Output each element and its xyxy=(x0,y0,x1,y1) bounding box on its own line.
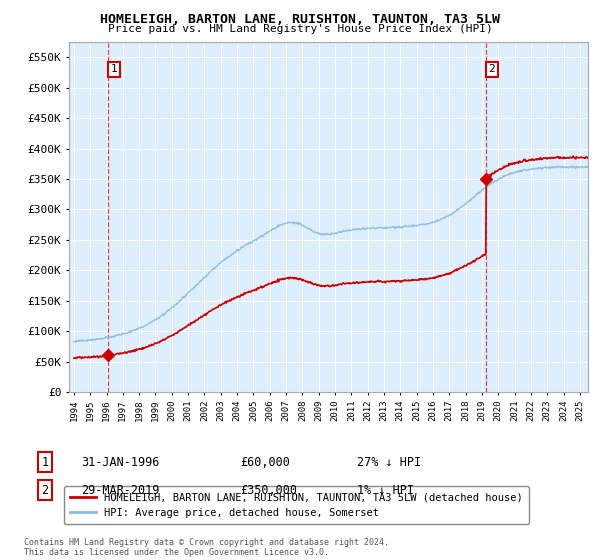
Text: 31-JAN-1996: 31-JAN-1996 xyxy=(81,455,160,469)
Text: 2: 2 xyxy=(488,64,495,74)
Text: Price paid vs. HM Land Registry's House Price Index (HPI): Price paid vs. HM Land Registry's House … xyxy=(107,24,493,34)
Text: Contains HM Land Registry data © Crown copyright and database right 2024.
This d: Contains HM Land Registry data © Crown c… xyxy=(24,538,389,557)
Text: 29-MAR-2019: 29-MAR-2019 xyxy=(81,483,160,497)
Text: 2: 2 xyxy=(41,483,49,497)
Legend: HOMELEIGH, BARTON LANE, RUISHTON, TAUNTON, TA3 5LW (detached house), HPI: Averag: HOMELEIGH, BARTON LANE, RUISHTON, TAUNTO… xyxy=(64,487,529,524)
Text: 27% ↓ HPI: 27% ↓ HPI xyxy=(357,455,421,469)
Text: £60,000: £60,000 xyxy=(240,455,290,469)
Text: 1: 1 xyxy=(41,455,49,469)
Text: £350,000: £350,000 xyxy=(240,483,297,497)
Text: 1% ↓ HPI: 1% ↓ HPI xyxy=(357,483,414,497)
Text: 1: 1 xyxy=(110,64,117,74)
Text: HOMELEIGH, BARTON LANE, RUISHTON, TAUNTON, TA3 5LW: HOMELEIGH, BARTON LANE, RUISHTON, TAUNTO… xyxy=(100,13,500,26)
